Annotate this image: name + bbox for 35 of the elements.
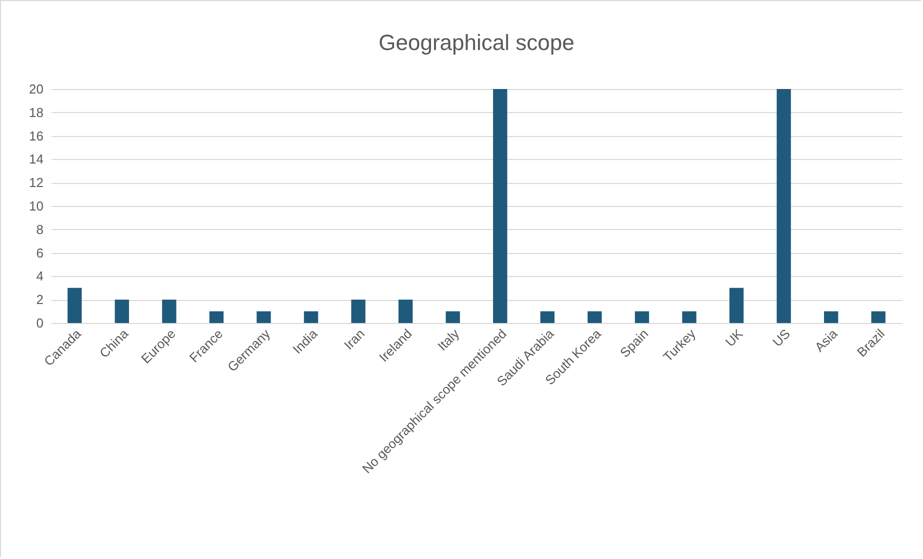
y-tick-label: 0 xyxy=(36,316,44,330)
y-tick-label: 12 xyxy=(29,175,44,190)
y-tick-label: 8 xyxy=(36,222,44,237)
bar xyxy=(304,311,318,323)
bar xyxy=(493,89,508,323)
bar xyxy=(398,300,413,323)
bar xyxy=(776,89,791,323)
bar xyxy=(209,311,224,323)
y-tick-label: 20 xyxy=(29,82,44,96)
bar xyxy=(256,311,271,323)
bar xyxy=(824,311,838,323)
bar xyxy=(871,311,886,323)
x-tick-label: US xyxy=(770,326,794,350)
y-tick-label: 4 xyxy=(36,268,44,284)
bar xyxy=(446,311,460,323)
bar xyxy=(682,311,696,323)
y-tick-label: 14 xyxy=(29,152,44,167)
y-tick-label: 16 xyxy=(29,128,44,144)
y-tick-label: 18 xyxy=(29,104,44,120)
bar xyxy=(634,311,650,323)
bar xyxy=(351,300,366,323)
x-tick-label: Iran xyxy=(341,326,368,353)
y-tick-label: 10 xyxy=(29,198,44,214)
chart-title: Geographical scope xyxy=(378,30,574,55)
x-tick-label: Asia xyxy=(812,326,841,355)
x-tick-label: UK xyxy=(722,326,746,350)
x-tick-label: Italy xyxy=(434,326,462,354)
y-tick-label: 6 xyxy=(36,245,44,260)
bar xyxy=(729,288,744,323)
bar xyxy=(540,311,555,323)
y-tick-label: 2 xyxy=(36,292,44,308)
bar xyxy=(114,300,130,323)
bar xyxy=(162,300,176,323)
bar xyxy=(588,311,602,323)
bar xyxy=(68,288,82,323)
